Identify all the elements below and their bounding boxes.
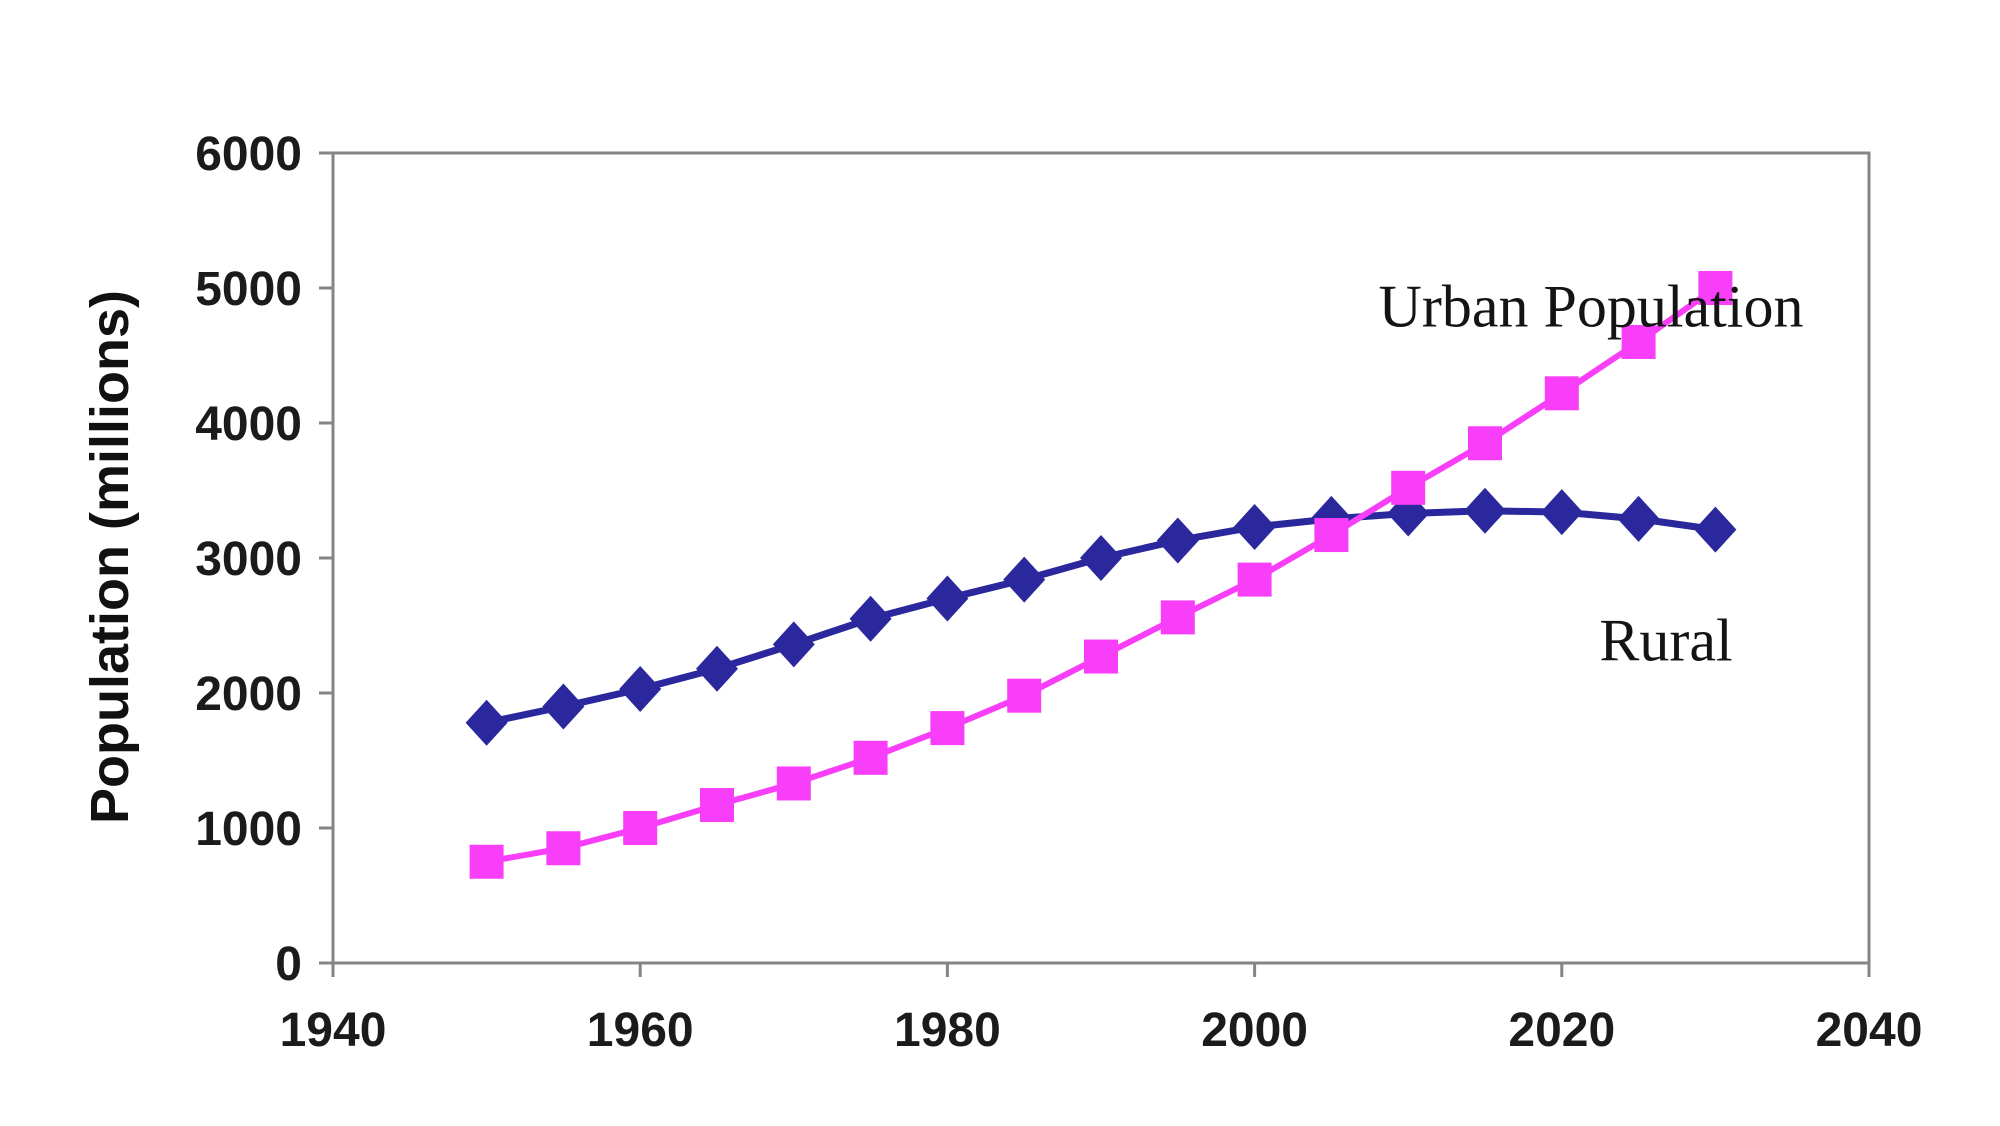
x-tick-label: 1980 bbox=[894, 1004, 1001, 1057]
rural-point-marker bbox=[1694, 506, 1737, 553]
rural-point-marker bbox=[542, 683, 585, 730]
y-tick-label: 1000 bbox=[195, 803, 302, 856]
urban-point-marker bbox=[1391, 470, 1426, 505]
rural-point-marker bbox=[1080, 535, 1122, 581]
urban-point-marker bbox=[623, 811, 658, 845]
urban-point-marker bbox=[1544, 376, 1579, 411]
urban-point-marker bbox=[546, 831, 581, 866]
rural-point-marker bbox=[772, 621, 815, 668]
y-tick-label: 6000 bbox=[195, 128, 302, 181]
urban-point-marker bbox=[930, 711, 965, 746]
y-tick-label: 0 bbox=[275, 938, 302, 991]
rural-point-marker bbox=[1617, 495, 1660, 542]
y-tick-label: 4000 bbox=[195, 398, 302, 451]
x-tick-label: 1940 bbox=[280, 1004, 387, 1057]
x-tick-label: 2040 bbox=[1816, 1004, 1923, 1057]
urban-point-marker bbox=[700, 788, 734, 823]
x-tick-label: 2020 bbox=[1508, 1004, 1615, 1057]
urban-point-marker bbox=[1237, 562, 1272, 597]
rural-point-marker bbox=[1156, 517, 1199, 564]
rural-point-marker bbox=[619, 665, 662, 712]
rural-point-marker bbox=[1233, 503, 1276, 550]
rural-point-marker bbox=[1003, 556, 1046, 603]
rural-point-marker bbox=[465, 699, 508, 746]
x-tick-label: 2000 bbox=[1201, 1004, 1308, 1057]
urban-point-marker bbox=[776, 766, 811, 801]
rural-point-marker bbox=[1540, 489, 1583, 536]
rural-point-marker bbox=[849, 595, 892, 642]
rural-point-marker bbox=[696, 645, 738, 692]
rural-point-marker bbox=[1464, 487, 1506, 534]
urban-point-marker bbox=[1314, 518, 1349, 553]
urban-point-marker bbox=[1007, 678, 1042, 713]
urban-point-marker bbox=[1160, 600, 1195, 635]
series-label-urban: Urban Population bbox=[1378, 273, 1804, 340]
y-tick-label: 2000 bbox=[195, 668, 302, 721]
urban-point-marker bbox=[1621, 325, 1656, 359]
y-tick-label: 3000 bbox=[195, 533, 302, 586]
series-label-rural: Rural bbox=[1599, 607, 1733, 674]
urban-point-marker bbox=[1468, 426, 1502, 461]
urban-point-marker bbox=[1084, 639, 1118, 674]
urban-point-marker bbox=[853, 740, 888, 775]
y-axis-title: Population (millions) bbox=[80, 290, 140, 824]
y-tick-label: 5000 bbox=[195, 263, 302, 316]
rural-point-marker bbox=[926, 575, 969, 622]
urban-point-marker bbox=[1698, 271, 1733, 305]
x-tick-label: 1960 bbox=[587, 1004, 694, 1057]
urban-point-marker bbox=[469, 844, 504, 879]
